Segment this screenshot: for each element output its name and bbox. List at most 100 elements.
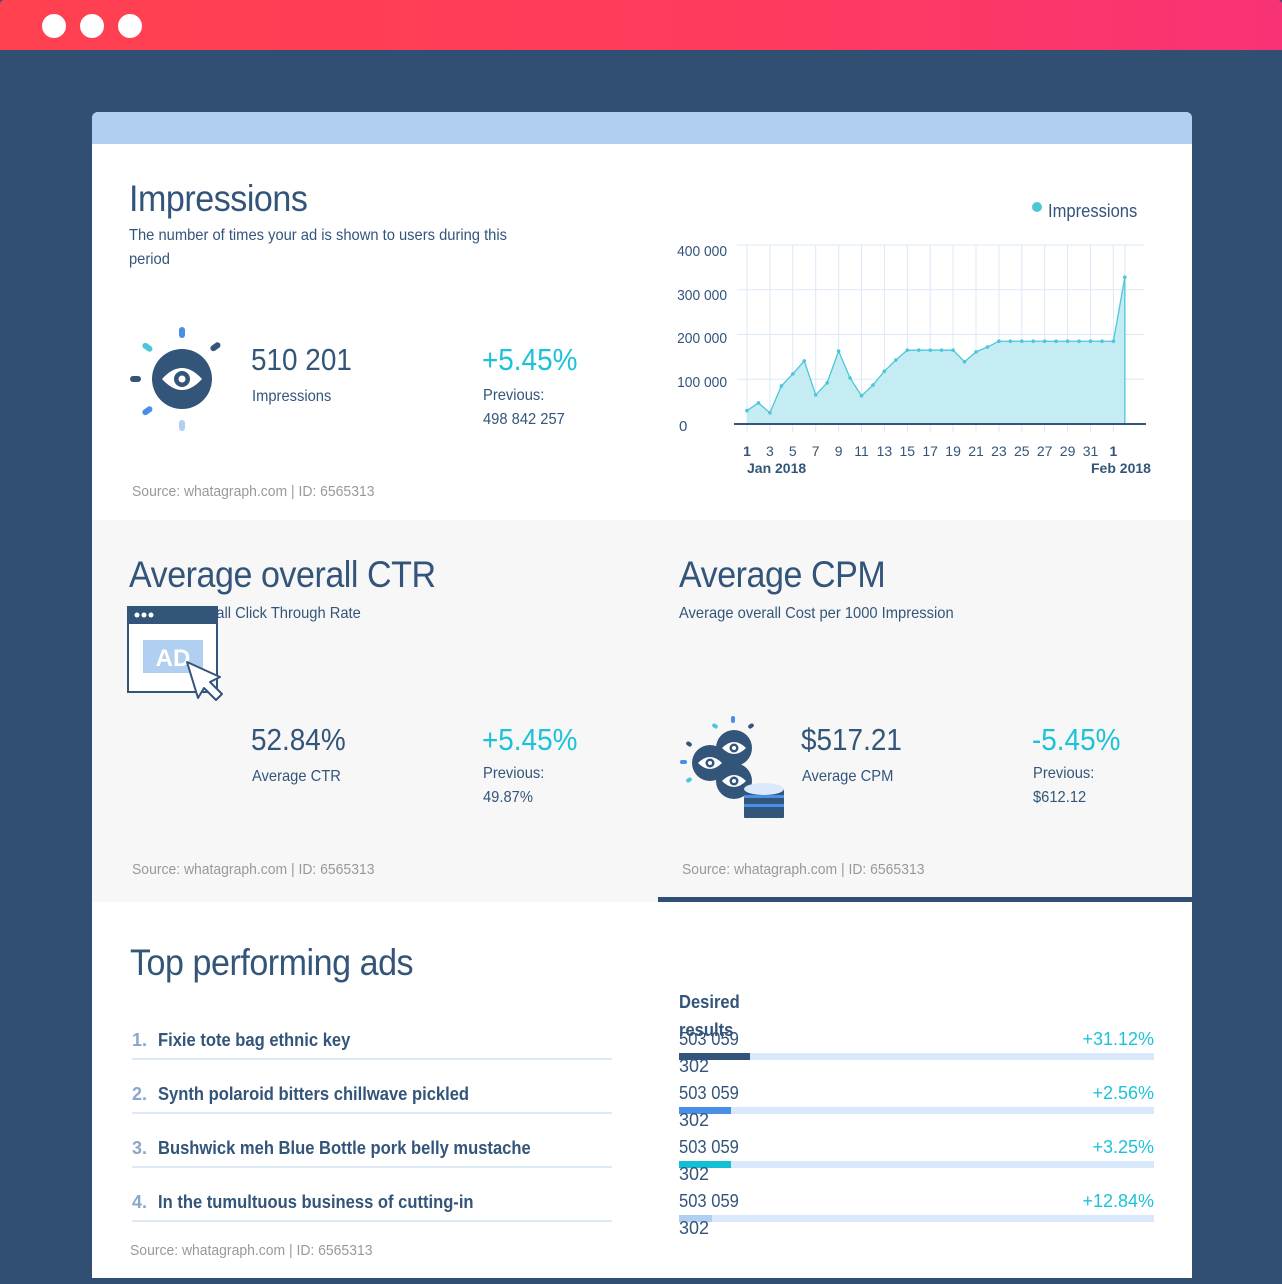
ad-name: Synth polaroid bitters chillwave pickled [158, 1084, 470, 1104]
ctr-previous-label: Previous: [483, 765, 545, 782]
x-tick: 13 [876, 443, 893, 459]
y-tick: 0 [679, 418, 688, 435]
ad-result-value: 503 059 [679, 1083, 739, 1103]
desired-results-header: Desired results [679, 992, 740, 1040]
x-tick: 11 [854, 443, 869, 459]
section-divider [658, 897, 1192, 902]
cpm-source: Source: whatagraph.com | ID: 6565313 [682, 861, 925, 878]
ad-list-item[interactable]: 3. Bushwick meh Blue Bottle pork belly mu… [132, 1138, 612, 1168]
ad-list-item[interactable]: 2. Synth polaroid bitters chillwave pickl… [132, 1084, 612, 1114]
x-tick: 1 [743, 443, 751, 459]
ad-rank: 3. [132, 1138, 148, 1158]
x-tick: 15 [899, 443, 916, 459]
cpm-value-label: Average CPM [802, 768, 894, 785]
window-minimize-button[interactable] [80, 14, 104, 38]
impressions-previous-label: Previous: [483, 387, 545, 404]
svg-text:AD: AD [156, 645, 191, 672]
impressions-source: Source: whatagraph.com | ID: 6565313 [132, 483, 375, 500]
ctr-delta: +5.45% [482, 722, 578, 757]
ad-rank: 4. [132, 1192, 148, 1212]
cpm-value: $517.21 [801, 722, 902, 757]
ad-click-icon: AD [127, 606, 223, 701]
x-month-label-jan: Jan 2018 [747, 460, 807, 476]
ad-result-sub: 302 [679, 1110, 710, 1130]
ad-result-delta: +12.84% [1082, 1191, 1154, 1211]
top-ads-source: Source: whatagraph.com | ID: 6565313 [130, 1242, 373, 1259]
x-tick: 17 [922, 443, 938, 459]
y-tick: 400 000 [677, 243, 727, 260]
cpm-delta: -5.45% [1032, 722, 1121, 757]
ad-list-item[interactable]: 1. Fixie tote bag ethnic key [132, 1030, 612, 1060]
x-tick: 19 [945, 443, 961, 459]
progress-track [679, 1053, 1154, 1060]
impressions-title: Impressions [129, 178, 308, 219]
chart-plot-area [734, 244, 1146, 432]
ad-result-value: 503 059 [679, 1137, 739, 1157]
x-tick: 25 [1014, 443, 1030, 459]
ad-list-item[interactable]: 4. In the tumultuous business of cutting-… [132, 1192, 612, 1222]
x-tick: 3 [765, 443, 774, 459]
ctr-section: Average overall CTR Average overall Clic… [92, 520, 658, 902]
x-tick: 1 [1109, 443, 1118, 459]
y-tick: 200 000 [677, 330, 727, 347]
ad-result-delta: +3.25% [1092, 1137, 1154, 1157]
cpm-previous-label: Previous: [1033, 765, 1095, 782]
x-tick: 29 [1059, 443, 1076, 459]
ad-result-delta: +31.12% [1082, 1029, 1154, 1049]
progress-fill [679, 1053, 751, 1060]
ad-result-value: 503 059 [679, 1029, 739, 1049]
ad-result-sub: 302 [679, 1164, 710, 1184]
y-tick: 300 000 [677, 287, 727, 304]
y-tick: 100 000 [677, 374, 727, 391]
cpm-previous-value: $612.12 [1033, 789, 1087, 806]
ctr-value: 52.84% [251, 722, 346, 757]
cpm-section: Average CPM Average overall Cost per 100… [658, 520, 1192, 902]
ad-rank: 2. [132, 1084, 148, 1104]
x-tick: 21 [968, 443, 984, 459]
ctr-value-label: Average CTR [252, 768, 341, 785]
window-maximize-button[interactable] [118, 14, 142, 38]
progress-track [679, 1161, 1154, 1168]
eyes-coins-icon [680, 716, 784, 818]
cpm-title: Average CPM [679, 554, 886, 595]
x-tick: 9 [834, 443, 843, 459]
progress-track [679, 1215, 1154, 1222]
ad-name: Fixie tote bag ethnic key [158, 1030, 351, 1050]
progress-fill [679, 1161, 732, 1168]
ad-result-delta: +2.56% [1092, 1083, 1154, 1103]
impressions-chart: Impressions 400 000 300 000 200 000 100 … [652, 184, 1172, 484]
progress-fill [679, 1215, 713, 1222]
window-close-button[interactable] [42, 14, 66, 38]
impressions-value: 510 201 [251, 342, 352, 377]
x-tick: 5 [788, 443, 797, 459]
impressions-section: Impressions The number of times your ad … [92, 144, 1192, 520]
ad-rank: 1. [132, 1030, 148, 1050]
ctr-source: Source: whatagraph.com | ID: 6565313 [132, 861, 375, 878]
ad-name: In the tumultuous business of cutting-in [158, 1192, 474, 1212]
legend-label[interactable]: Impressions [1048, 201, 1138, 221]
ad-result-sub: 302 [679, 1056, 710, 1076]
cpm-description: Average overall Cost per 1000 Impression [679, 605, 954, 622]
impressions-description: The number of times your ad is shown to … [129, 227, 507, 268]
impressions-delta: +5.45% [482, 342, 578, 377]
eye-icon [130, 327, 221, 431]
legend-dot-icon [1032, 202, 1042, 212]
ad-result-sub: 302 [679, 1218, 710, 1238]
x-tick: 27 [1036, 443, 1053, 459]
impressions-previous-value: 498 842 257 [483, 411, 565, 428]
card-header-bar [92, 112, 1192, 144]
ad-result-value: 503 059 [679, 1191, 739, 1211]
x-tick: 23 [991, 443, 1007, 459]
top-ads-section: Top performing ads Desired results 1. Fix… [92, 902, 1192, 1278]
window-titlebar [0, 0, 1282, 50]
x-tick: 7 [811, 443, 820, 459]
ctr-title: Average overall CTR [129, 554, 436, 595]
progress-fill [679, 1107, 732, 1114]
ctr-previous-value: 49.87% [483, 789, 533, 806]
progress-track [679, 1107, 1154, 1114]
impressions-value-label: Impressions [252, 388, 332, 405]
top-ads-title: Top performing ads [130, 942, 414, 983]
ad-name: Bushwick meh Blue Bottle pork belly must… [158, 1138, 531, 1158]
x-month-label-feb: Feb 2018 [1091, 460, 1151, 476]
x-tick: 31 [1082, 443, 1099, 459]
